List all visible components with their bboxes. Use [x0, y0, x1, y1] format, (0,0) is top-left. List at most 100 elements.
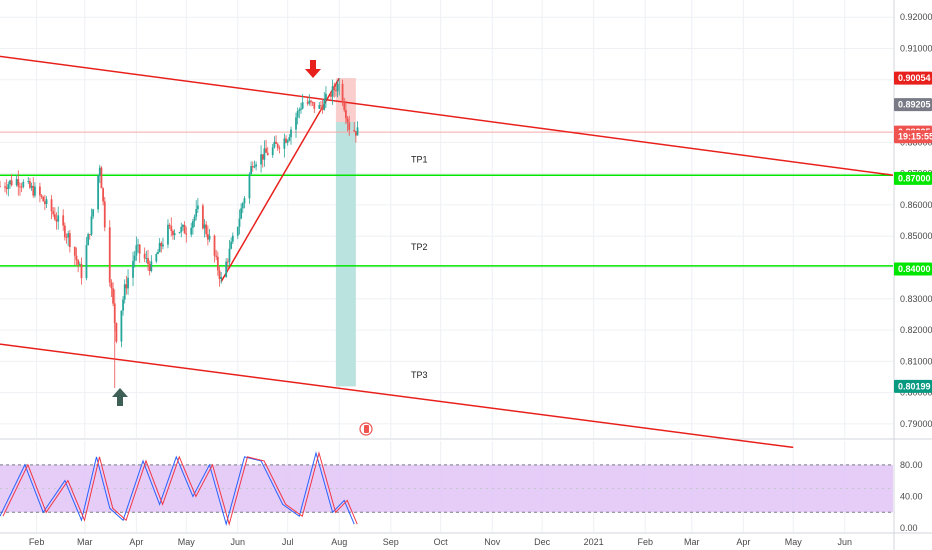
- candle-body: [346, 118, 349, 123]
- price-badge-text: 0.89205: [898, 100, 931, 110]
- candle-body: [120, 310, 123, 342]
- candle-body: [7, 184, 10, 189]
- candle-body: [238, 218, 241, 227]
- time-tick-label: Sep: [383, 537, 399, 547]
- candle-body: [278, 147, 281, 149]
- tp-labels: TP1 TP2 TP3: [411, 155, 428, 380]
- candle-body: [356, 127, 359, 136]
- price-badge: [894, 379, 932, 393]
- candle-body: [321, 105, 324, 110]
- time-tick-label: May: [785, 537, 803, 547]
- candle-body: [255, 164, 257, 167]
- candle-body: [320, 105, 322, 106]
- target-box: [335, 122, 356, 387]
- price-tick-label: 0.79000: [900, 419, 932, 429]
- candle-body: [343, 102, 346, 110]
- candle-body: [65, 237, 68, 238]
- candle-body: [162, 244, 164, 247]
- candle-body: [160, 242, 163, 247]
- arrow-up-icon: [112, 388, 128, 406]
- candle-body: [143, 253, 146, 259]
- candle-body: [261, 154, 264, 160]
- candle-body: [206, 234, 209, 240]
- candle-body: [42, 196, 45, 202]
- candle-body: [354, 131, 357, 136]
- candle-body: [236, 226, 239, 236]
- time-tick-label: Mar: [684, 537, 700, 547]
- candle-body: [115, 323, 118, 342]
- candle-body: [288, 137, 291, 141]
- candle-body: [40, 195, 43, 197]
- tp-label: TP3: [411, 370, 428, 380]
- candle-body: [205, 224, 208, 235]
- price-badge: [894, 130, 932, 144]
- candle-body: [110, 282, 113, 289]
- candle-body: [15, 179, 18, 186]
- tp-label: TP2: [411, 242, 428, 252]
- time-tick-label: Apr: [736, 537, 750, 547]
- stoch-k-line: [0, 451, 355, 526]
- candle-body: [155, 254, 158, 262]
- time-tick-label: Oct: [434, 537, 449, 547]
- candle-body: [300, 108, 302, 110]
- trend-line: [0, 343, 794, 449]
- candle-body: [75, 255, 78, 261]
- candle-body: [62, 215, 65, 226]
- stoch-d-line: [2, 451, 358, 526]
- candle-body: [296, 110, 299, 118]
- candle-body: [182, 224, 184, 227]
- osc-tick-label: 40.00: [900, 491, 923, 501]
- candle-body: [271, 147, 274, 156]
- candle-body: [90, 216, 93, 235]
- candle-body: [201, 205, 204, 229]
- candle-body: [323, 99, 326, 110]
- candle-body: [260, 154, 262, 165]
- candle-body: [20, 186, 23, 188]
- candle-body: [5, 187, 8, 189]
- time-tick-label: Feb: [637, 537, 653, 547]
- candle-body: [148, 264, 151, 272]
- candle-body: [77, 260, 80, 265]
- candle-body: [4, 186, 6, 188]
- price-badge: [894, 262, 932, 276]
- candle-body: [178, 232, 181, 234]
- candle-body: [138, 244, 141, 254]
- price-tick-label: 0.91000: [900, 43, 932, 53]
- candle-body: [295, 117, 297, 130]
- candle-body: [353, 129, 356, 132]
- candle-body: [275, 141, 277, 144]
- candle-body: [52, 211, 55, 215]
- trend-line: [220, 77, 340, 282]
- candle-body: [333, 86, 336, 91]
- arrow-down-icon: [305, 60, 321, 78]
- candle-body: [330, 93, 332, 97]
- candle-body: [147, 258, 149, 265]
- candle-body: [87, 234, 90, 246]
- candle-body: [97, 175, 100, 210]
- candle-body: [253, 166, 256, 168]
- candle-body: [290, 129, 292, 138]
- time-tick-label: 2021: [584, 537, 604, 547]
- candle-body: [133, 255, 136, 261]
- candle-body: [103, 201, 106, 228]
- time-tick-label: Jul: [282, 537, 294, 547]
- candle-body: [341, 83, 344, 103]
- price-tick-label: 0.86000: [900, 200, 932, 210]
- candle-body: [125, 284, 128, 289]
- candle-body: [226, 261, 229, 263]
- axes: 0.920000.910000.900000.880000.870000.860…: [29, 12, 932, 547]
- candle-body: [313, 102, 316, 109]
- candle-body: [298, 109, 301, 111]
- price-badge: [894, 71, 932, 85]
- candle-body: [192, 221, 194, 228]
- candle-body: [67, 233, 70, 238]
- candle-body: [193, 216, 196, 222]
- candle-body: [50, 199, 53, 212]
- candle-body: [85, 245, 88, 279]
- candle-body: [240, 208, 243, 219]
- candles: [0, 78, 359, 388]
- candle-body: [27, 181, 30, 182]
- trend-lines: [0, 55, 894, 449]
- time-tick-label: May: [178, 537, 196, 547]
- candle-body: [45, 199, 48, 204]
